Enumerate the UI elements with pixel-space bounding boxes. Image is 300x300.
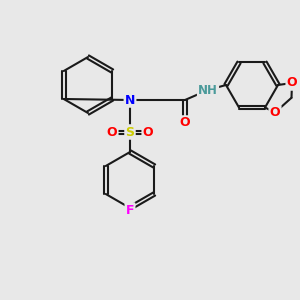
Text: O: O: [143, 125, 153, 139]
Text: O: O: [270, 106, 280, 119]
Text: O: O: [107, 125, 117, 139]
Text: NH: NH: [198, 83, 218, 97]
Text: S: S: [125, 125, 134, 139]
Text: F: F: [126, 203, 134, 217]
Text: O: O: [287, 76, 297, 89]
Text: O: O: [180, 116, 190, 130]
Text: N: N: [125, 94, 135, 106]
